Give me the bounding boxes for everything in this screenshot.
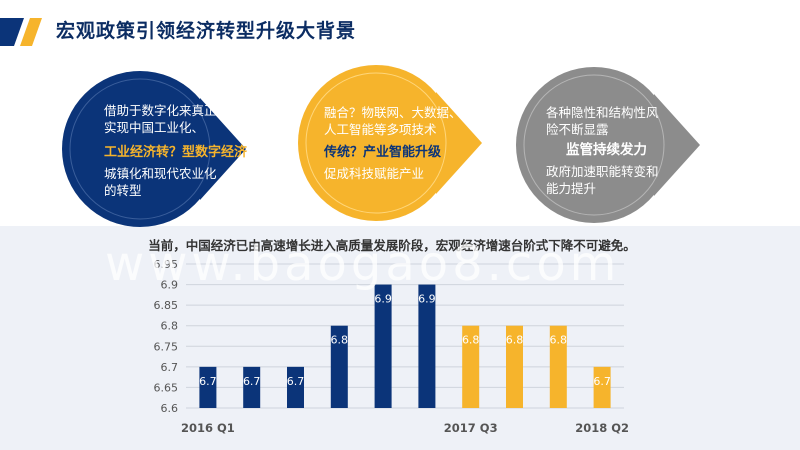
chart-y-ticks: 6.6 6.65 6.7 6.75 6.8 6.85 6.9 6.95 <box>154 258 179 415</box>
chart-x-ticks: 2016 Q1 2017 Q3 2018 Q2 <box>181 421 629 435</box>
panel3-text: 各种隐性和结构性风 险不断显露 监管持续发力 政府加速职能转变和 能力提升 <box>546 104 696 197</box>
y-tick-label: 6.85 <box>154 299 179 312</box>
panel3-tail-2: 能力提升 <box>546 181 597 196</box>
bar <box>593 366 611 408</box>
bar <box>287 366 304 408</box>
bar <box>462 325 480 408</box>
data-label: 6.8 <box>506 334 524 347</box>
title-accent-icon <box>0 18 42 46</box>
y-tick-label: 6.9 <box>161 279 179 292</box>
panel2-line-1: 融合？物联网、大数据、 <box>324 105 462 120</box>
data-label: 6.7 <box>287 375 305 388</box>
data-label: 6.7 <box>199 375 217 388</box>
data-label: 6.8 <box>331 334 349 347</box>
x-tick-label: 2018 Q2 <box>575 421 629 435</box>
x-tick-label: 2016 Q1 <box>181 421 235 435</box>
panel1-line-1: 借助于数字化来真正 <box>104 103 217 118</box>
panel1-line-2: 实现中国工业化、 <box>104 120 205 135</box>
panel2-line-2: 人工智能等多项技术 <box>324 122 437 137</box>
data-label: 6.9 <box>374 293 392 306</box>
panel2-highlight: 传统？产业智能升级 <box>324 145 442 160</box>
bar <box>374 284 392 408</box>
y-tick-label: 6.8 <box>161 320 179 333</box>
y-tick-label: 6.75 <box>154 340 179 353</box>
bar <box>418 284 436 408</box>
panel3-tail-1: 政府加速职能转变和 <box>546 164 659 179</box>
panel-digital-economy <box>62 71 246 227</box>
chart-data-labels: 6.7 6.7 6.7 6.8 6.9 6.9 6.8 6.8 6.8 6.7 <box>199 293 611 388</box>
y-tick-label: 6.65 <box>154 381 179 394</box>
panel3-highlight: 监管持续发力 <box>566 142 647 158</box>
gdp-growth-chart: 当前，中国经济已由高速增长进入高质量发展阶段，宏观经济增速台阶式下降不可避免。 … <box>148 238 636 435</box>
header: 宏观政策引领经济转型升级大背景 <box>0 0 800 64</box>
bar <box>243 366 261 408</box>
chart-title: 当前，中国经济已由高速增长进入高质量发展阶段，宏观经济增速台阶式下降不可避免。 <box>148 238 636 253</box>
panel1-text: 借助于数字化来真正 实现中国工业化、 工业经济转？型数字经济 城镇化和现代农业化… <box>104 102 254 199</box>
bar <box>506 325 523 408</box>
data-label: 6.9 <box>418 293 436 306</box>
bar <box>199 366 217 408</box>
x-tick-label: 2017 Q3 <box>444 421 498 435</box>
panel-regulation <box>516 67 700 223</box>
data-label: 6.8 <box>462 334 480 347</box>
panel1-tail-1: 城镇化和现代农业化 <box>104 166 217 181</box>
data-label: 6.7 <box>243 375 261 388</box>
panel3-line-2: 险不断显露 <box>546 122 609 137</box>
bar <box>549 325 567 408</box>
bar <box>330 325 348 408</box>
y-tick-label: 6.6 <box>161 402 179 415</box>
y-tick-label: 6.7 <box>161 361 179 374</box>
data-label: 6.7 <box>593 375 611 388</box>
chart-bars <box>199 284 611 408</box>
panel2-tail-1: 促成科技赋能产业 <box>324 166 425 181</box>
y-tick-label: 6.95 <box>154 258 179 271</box>
panel1-highlight: 工业经济转？型数字经济 <box>104 145 248 160</box>
panel3-line-1: 各种隐性和结构性风 <box>546 105 659 120</box>
chart-background <box>0 226 800 450</box>
panel-intelligent-industry <box>298 65 482 221</box>
watermark: www.baogao8.com <box>105 236 621 292</box>
panel2-text: 融合？物联网、大数据、 人工智能等多项技术 传统？产业智能升级 促成科技赋能产业 <box>324 104 474 182</box>
data-label: 6.8 <box>550 334 568 347</box>
panel1-tail-2: 的转型 <box>104 183 142 198</box>
page-title: 宏观政策引领经济转型升级大背景 <box>56 20 357 42</box>
